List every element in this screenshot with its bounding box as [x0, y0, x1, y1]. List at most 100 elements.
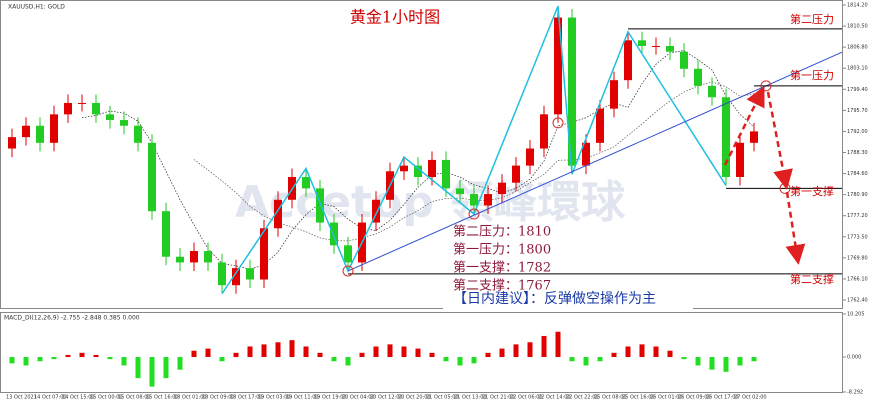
symbol: XAUUSD,H1: GOLD [8, 4, 65, 11]
candle-body [302, 176, 310, 189]
macd-bar [205, 348, 211, 358]
candle-body [652, 46, 660, 48]
candle-body [64, 102, 72, 115]
candle-body [190, 251, 198, 263]
macd-bar [709, 357, 715, 370]
candle-body [680, 51, 688, 69]
advice: 【日内建议】：反弹做空操作为主 [453, 291, 656, 307]
macd-bar [723, 357, 729, 372]
candle-body [344, 245, 352, 263]
x-tick-label: 19 Oct 11:00 [286, 395, 319, 401]
level-label: 第二压力 [790, 12, 834, 26]
advice-bg [443, 287, 693, 311]
x-tick-label: 15 Oct 00:00 [90, 395, 123, 401]
macd-bar [121, 357, 127, 366]
x-tick-label: 18 Oct 01:00 [174, 395, 207, 401]
x-tick-label: 22 Oct 14:00 [538, 395, 571, 401]
arrow [785, 191, 806, 265]
pivot-circle [552, 117, 564, 129]
y-tick-label: 1799.40 [847, 87, 868, 93]
y-tick-label: 1806.80 [847, 45, 868, 51]
macd-bar [471, 357, 477, 364]
y-tick-label: 0.000 [847, 355, 861, 361]
y-tick-label: 10.205 [847, 312, 865, 318]
candle-body [36, 125, 44, 143]
y-tick-label: 1814.20 [847, 3, 868, 9]
macd-bar [653, 346, 659, 358]
macd-bar [359, 352, 365, 358]
candle-body [78, 102, 86, 104]
candle-body [526, 148, 534, 166]
macd-bar [23, 357, 29, 366]
macd-bar [107, 357, 113, 360]
candle-body [484, 194, 492, 206]
candle-body [540, 114, 548, 149]
macd-bar [135, 357, 141, 379]
note: 第二压力：1810 [453, 225, 551, 240]
candle-body [736, 142, 744, 177]
candle-body [442, 159, 450, 189]
macd-bar [611, 352, 617, 358]
x-tick-label: 19 Oct 03:00 [258, 395, 291, 401]
macd-bar [583, 357, 589, 366]
macd-bar [149, 357, 155, 387]
level-label: 第一支撑 [790, 184, 834, 198]
macd-bar [9, 357, 15, 364]
level-label: 第二支撑 [790, 272, 834, 286]
y-tick-label: 1788.30 [847, 150, 868, 156]
note: 第一支撑：1782 [453, 261, 551, 276]
macd-bar [415, 348, 421, 358]
y-tick-label: 1773.50 [847, 234, 868, 240]
macd-bar [331, 357, 337, 362]
candle-body [694, 68, 702, 86]
macd-bar [443, 357, 449, 362]
macd-bar [247, 346, 253, 358]
candle-body [176, 256, 184, 263]
macd-bar [345, 357, 351, 366]
chart-title: 黄金1小时图 [350, 8, 440, 27]
x-tick-label: 18 Oct 17:00 [230, 395, 263, 401]
candle-body [750, 131, 758, 143]
macd-bar [261, 344, 267, 358]
candle-body [554, 17, 562, 115]
macd-bar [429, 352, 435, 358]
level-label: 第一压力 [790, 68, 834, 82]
macd-bar [317, 352, 323, 358]
candle-body [134, 125, 142, 143]
x-tick-label: 26 Oct 17:00 [706, 395, 739, 401]
macd-bar [737, 357, 743, 366]
candle-body [260, 228, 268, 280]
candle-body [512, 165, 520, 183]
macd-bar [499, 348, 505, 358]
macd-bar [303, 346, 309, 358]
candle-body [722, 97, 730, 177]
y-tick-label: 1769.80 [847, 255, 868, 261]
trend-line [347, 51, 843, 272]
macd-bar [191, 350, 197, 358]
candle-body [568, 17, 576, 166]
candle-body [8, 137, 16, 149]
x-tick-label: 22 Oct 06:00 [510, 395, 543, 401]
x-tick-label: 20 Oct 12:00 [370, 395, 403, 401]
candle-body [470, 194, 478, 206]
macd-bar [289, 340, 295, 358]
arrow [723, 86, 765, 166]
candle-body [638, 40, 646, 47]
y-tick-label: 1762.40 [847, 298, 868, 304]
macd-bar [457, 357, 463, 366]
macd-bar [485, 352, 491, 358]
candle-body [316, 188, 324, 223]
x-tick-label: 15 Oct 08:00 [118, 395, 151, 401]
candle-body [498, 182, 506, 195]
candle-body [400, 165, 408, 172]
x-tick-label: 14 Oct 15:00 [62, 395, 95, 401]
candle-body [624, 40, 632, 81]
macd-bar [569, 357, 575, 362]
macd-bar [37, 357, 43, 362]
macd-bar [79, 352, 85, 358]
macd-bar [751, 357, 757, 362]
macd-bar [373, 346, 379, 358]
x-tick-label: 25 Oct 16:00 [622, 395, 655, 401]
pivot-circle [342, 265, 354, 277]
main-frame [0, 0, 843, 309]
